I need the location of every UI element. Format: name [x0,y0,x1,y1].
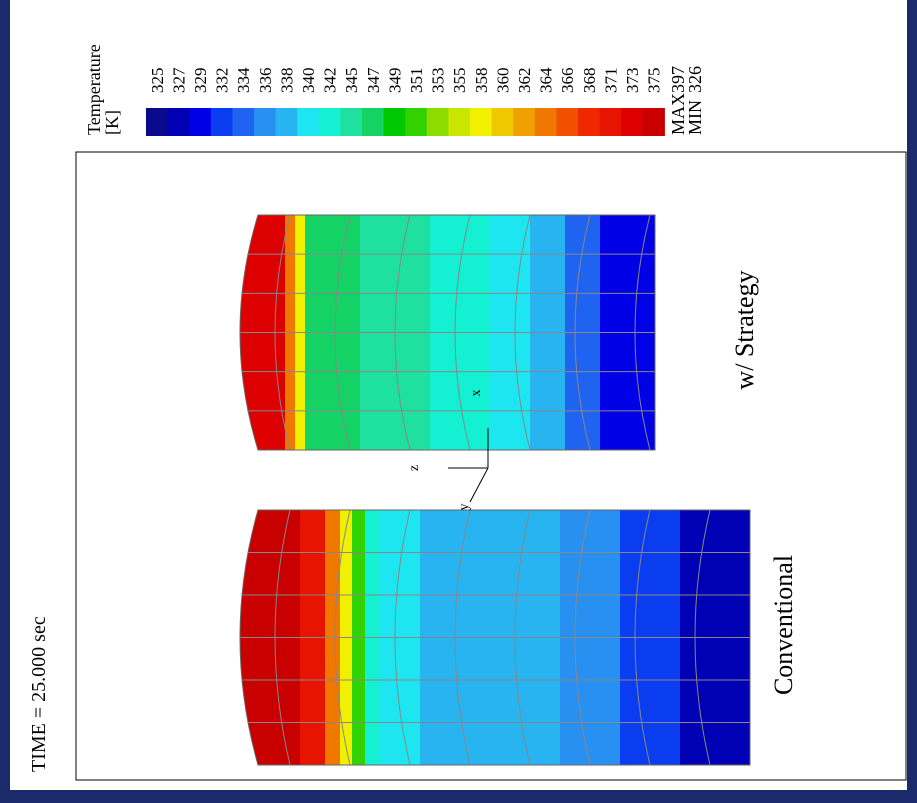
mesh-line [394,215,411,450]
legend-swatch [275,108,298,136]
cylinder-outline [239,509,751,766]
legend-level: 353 [429,68,448,94]
axis-triad [448,428,489,503]
mesh-line [454,215,471,450]
legend-swatch [405,108,428,136]
legend-swatch [513,108,536,136]
cylinder [240,510,750,765]
legend-swatch [491,108,514,136]
triad-z: z [407,465,422,471]
model-label: Conventional [769,555,798,695]
legend-swatch [167,108,190,136]
legend-swatch [362,108,385,136]
legend-level: 358 [472,68,491,94]
mesh-line [334,215,351,450]
legend-swatch [578,108,601,136]
mesh-line [514,215,531,450]
legend-level: 366 [558,68,577,94]
legend-level: 332 [213,68,232,94]
legend-level: 351 [407,68,426,94]
triad-line [469,467,489,503]
mesh-line [574,510,591,765]
legend-unit: [K] [102,110,122,135]
legend-level: 364 [537,67,556,93]
legend-level: 373 [623,68,642,94]
legend-level: 336 [256,68,275,94]
legend-swatch [146,108,169,136]
models [239,214,751,766]
legend-swatch [189,108,212,136]
legend-title: Temperature [84,44,104,135]
model-label: w/ Strategy [730,270,759,389]
legend-level: 371 [601,68,620,94]
legend-level: 338 [277,68,296,94]
min-label: MIN [685,100,705,135]
legend-level: 360 [493,68,512,94]
legend-level: 342 [321,68,340,94]
legend-swatch [556,108,579,136]
max-label: MAX [668,93,688,135]
legend-swatch [426,108,449,136]
mesh-line [634,510,651,765]
time-label: TIME = 25.000 sec [28,616,50,772]
legend-swatch [534,108,557,136]
legend-level: 329 [191,68,210,94]
max-value: 397 [668,66,688,93]
legend-swatch [470,108,493,136]
mesh-line [274,510,291,765]
cylinder [240,215,655,450]
triad-y: y [457,504,472,511]
legend-level: 349 [385,68,404,94]
legend-level: 355 [450,68,469,94]
legend-swatch [642,108,665,136]
legend-swatch [210,108,233,136]
cylinder-outline [239,214,656,451]
mesh-line [454,510,471,765]
legend-swatch [340,108,363,136]
legend-swatch [383,108,406,136]
mesh-line [514,510,531,765]
legend-swatch [318,108,341,136]
viewport-frame [75,151,907,781]
mesh-line [274,215,291,450]
legend-level: 345 [342,68,361,94]
legend-level: 334 [234,67,253,93]
mesh-line [334,510,351,765]
legend-swatch [621,108,644,136]
triad-x: x [469,390,484,397]
min-value: 326 [685,66,705,93]
legend-level: 362 [515,68,534,94]
mesh-line [574,215,591,450]
legend-swatch [448,108,471,136]
legend-level: 368 [580,68,599,94]
mesh-line [634,215,651,450]
legend-level: 347 [364,67,383,93]
legend-swatch [232,108,255,136]
mesh-line [394,510,411,765]
legend-level: 340 [299,68,318,94]
legend-swatch [297,108,320,136]
legend-swatch [254,108,277,136]
legend-swatch [599,108,622,136]
legend-level: 327 [169,67,188,93]
legend-level: 325 [148,68,167,94]
legend-level: 375 [645,68,664,94]
mesh-line [694,510,711,765]
